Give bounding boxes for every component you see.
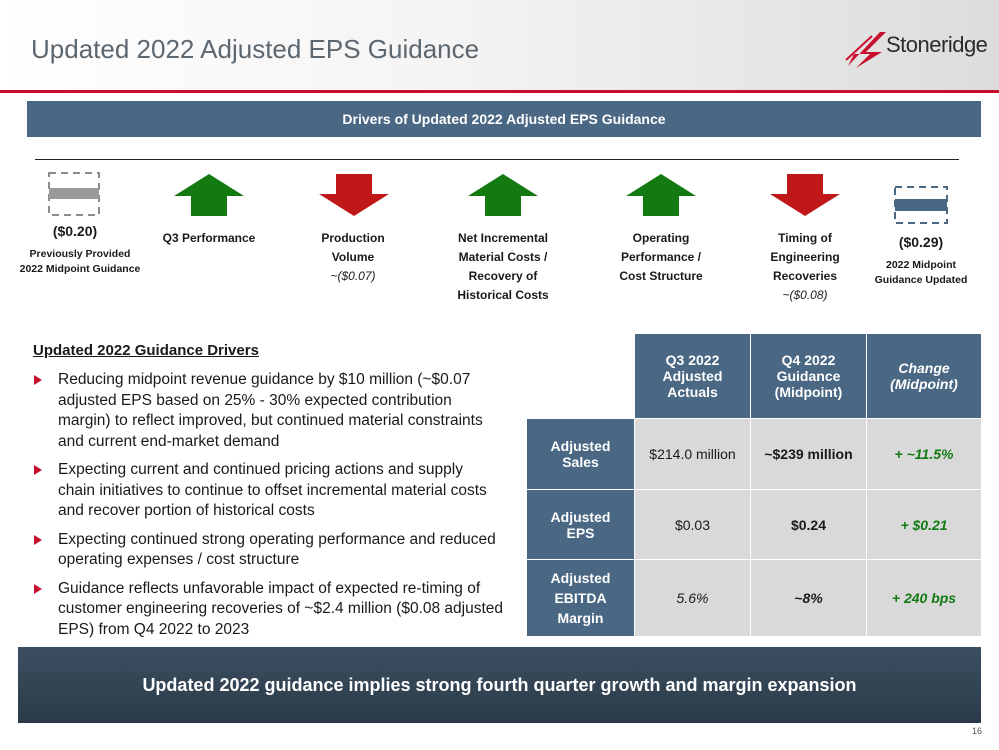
table-row: Adjusted EPS $0.03 $0.24 + $0.21 (526, 489, 982, 560)
driver-line: Performance / (620, 250, 702, 264)
production-volume-down-arrow-icon (319, 174, 389, 216)
driver-line: Historical Costs (457, 288, 549, 302)
engineering-recoveries-down-arrow-icon (770, 174, 840, 216)
column-header-q3: Q3 2022 Adjusted Actuals (634, 333, 751, 419)
bullet-text: Expecting continued strong operating per… (58, 530, 496, 569)
row-header-eps: Adjusted EPS (526, 489, 635, 560)
updated-guidance-bar-icon (894, 186, 948, 224)
takeaway-text: Updated 2022 guidance implies strong fou… (142, 675, 857, 695)
driver-engineering-recoveries: Timing of Engineering Recoveries ~($0.08… (744, 229, 866, 305)
cell-sales-change: + ~11.5% (866, 418, 982, 490)
bullet-triangle-icon (34, 583, 42, 594)
row-header-line: Adjusted (550, 438, 611, 454)
header-line: Actuals (667, 384, 718, 400)
stoneridge-logo: Stoneridge (842, 22, 988, 72)
row-header-line: EBITDA (554, 590, 607, 606)
bullet-text: Expecting current and continued pricing … (58, 461, 487, 519)
driver-production-volume: Production Volume ~($0.07) (294, 229, 412, 286)
driver-q3-performance: Q3 Performance (150, 229, 268, 248)
header-line: Q3 2022 (665, 352, 720, 368)
updated-guidance-label-line: Guidance Updated (874, 274, 968, 286)
driver-impact: ~($0.08) (782, 288, 828, 302)
cell-ebitda-q3: 5.6% (634, 559, 751, 637)
header-line: (Midpoint) (774, 384, 843, 400)
cell-eps-q4: $0.24 (750, 489, 867, 560)
driver-line: Cost Structure (619, 269, 703, 283)
header-line: Adjusted (662, 368, 723, 384)
cell-eps-q3: $0.03 (634, 489, 751, 560)
row-header-line: Adjusted (550, 508, 611, 525)
cell-ebitda-change: + 240 bps (866, 559, 982, 637)
row-header-line: Sales (562, 454, 599, 470)
table-row: Adjusted EBITDA Margin 5.6% ~8% + 240 bp… (526, 559, 982, 637)
header-line: Change (898, 360, 950, 376)
cell-ebitda-q4: ~8% (750, 559, 867, 637)
page-number: 16 (972, 726, 983, 736)
driver-material-costs: Net Incremental Material Costs / Recover… (434, 229, 572, 305)
row-header-sales: Adjusted Sales (526, 418, 635, 490)
driver-line: Material Costs / (458, 250, 548, 264)
updated-guidance-value: ($0.29) (898, 234, 944, 250)
list-item: Expecting continued strong operating per… (34, 530, 504, 571)
driver-line: Q3 Performance (162, 231, 256, 245)
row-header-ebitda: Adjusted EBITDA Margin (526, 559, 635, 637)
previous-guidance-bar-icon (48, 172, 100, 216)
header-line: (Midpoint) (890, 376, 958, 392)
table-row: Adjusted Sales $214.0 million ~$239 mill… (526, 418, 982, 490)
row-header-line: EPS (566, 524, 595, 541)
takeaway-footer: Updated 2022 guidance implies strong fou… (18, 647, 981, 723)
list-item: Expecting current and continued pricing … (34, 460, 504, 522)
slide-title: Updated 2022 Adjusted EPS Guidance (31, 34, 480, 64)
header-line: Q4 2022 (781, 352, 836, 368)
q3-performance-up-arrow-icon (174, 174, 244, 216)
driver-line: Volume (331, 250, 375, 264)
bullet-triangle-icon (34, 534, 42, 545)
slide-header (0, 0, 999, 90)
driver-line: Production (321, 231, 385, 245)
bullet-triangle-icon (34, 465, 42, 475)
table-corner (527, 334, 635, 419)
row-header-line: Adjusted (550, 570, 611, 586)
list-item: Reducing midpoint revenue guidance by $1… (34, 370, 504, 452)
logo-wordmark: Stoneridge (886, 32, 988, 57)
guidance-table: Q3 2022 Adjusted Actuals Q4 2022 Guidanc… (526, 333, 982, 637)
bullet-text: Guidance reflects unfavorable impact of … (58, 579, 504, 638)
header-line: Guidance (776, 368, 841, 384)
column-header-q4: Q4 2022 Guidance (Midpoint) (750, 333, 867, 419)
previous-guidance-label-line: 2022 Midpoint Guidance (19, 263, 141, 275)
bullet-triangle-icon (34, 375, 42, 385)
cell-sales-q4: ~$239 million (750, 418, 867, 490)
header-divider (0, 90, 999, 93)
bridge-rule (35, 159, 959, 160)
drivers-banner: Drivers of Updated 2022 Adjusted EPS Gui… (27, 101, 981, 137)
previous-guidance-label: Previously Provided 2022 Midpoint Guidan… (10, 247, 150, 277)
cell-sales-q3: $214.0 million (634, 418, 751, 490)
driver-line: Recoveries (772, 269, 838, 283)
guidance-drivers-list: Reducing midpoint revenue guidance by $1… (34, 370, 504, 648)
cell-eps-change: + $0.21 (866, 489, 982, 560)
material-costs-up-arrow-icon (468, 174, 538, 216)
previous-guidance-label-line: Previously Provided (29, 248, 131, 260)
operating-performance-up-arrow-icon (626, 174, 696, 216)
updated-guidance-label: 2022 Midpoint Guidance Updated (856, 258, 986, 288)
table-header-row: Q3 2022 Adjusted Actuals Q4 2022 Guidanc… (527, 333, 982, 419)
row-header-line: Margin (557, 610, 604, 626)
driver-line: Operating (632, 231, 690, 245)
previous-guidance-value: ($0.20) (52, 223, 98, 239)
column-header-change: Change (Midpoint) (866, 333, 982, 419)
driver-impact: ~($0.07) (330, 269, 376, 283)
driver-operating-performance: Operating Performance / Cost Structure (598, 229, 724, 286)
driver-line: Net Incremental (457, 231, 549, 245)
guidance-drivers-title: Updated 2022 Guidance Drivers (33, 342, 259, 359)
driver-line: Recovery of (468, 269, 538, 283)
driver-line: Engineering (770, 250, 840, 264)
list-item: Guidance reflects unfavorable impact of … (34, 579, 504, 641)
bullet-text: Reducing midpoint revenue guidance by $1… (58, 371, 483, 450)
updated-guidance-label-line: 2022 Midpoint (885, 259, 956, 271)
driver-line: Timing of (778, 231, 832, 245)
stoneridge-logo-icon (845, 32, 886, 68)
